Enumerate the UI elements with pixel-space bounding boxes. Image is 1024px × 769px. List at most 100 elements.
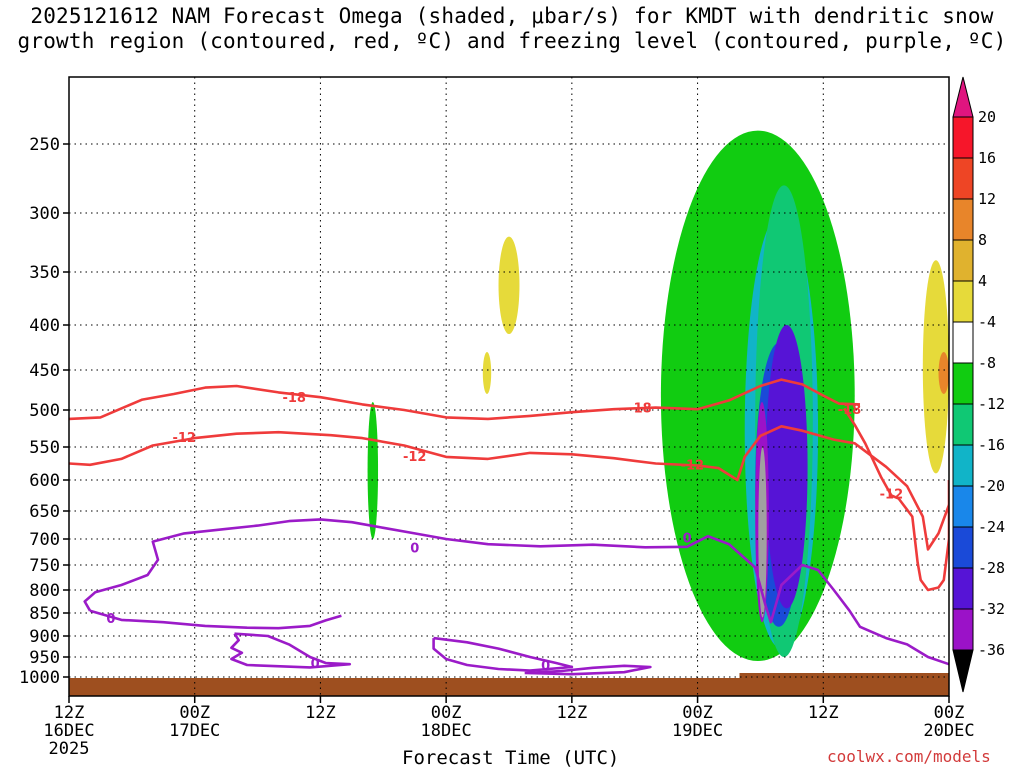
contour-label: -18 — [628, 401, 652, 416]
colorbar-box — [952, 608, 974, 651]
contour-label: -12 — [880, 487, 904, 502]
x-tick-label: 00Z — [682, 703, 713, 723]
y-tick-label: 400 — [29, 316, 60, 336]
contour-line — [83, 518, 949, 666]
colorbar-box — [952, 321, 974, 364]
colorbar-label: -4 — [978, 313, 996, 331]
colorbar-box — [952, 567, 974, 610]
omega-shading — [367, 130, 949, 661]
contour-label: 0 — [541, 659, 550, 674]
x-tick-label: 12Z — [54, 703, 85, 723]
chart-title-line-2: growth region (contoured, red, ºC) and f… — [17, 29, 1007, 53]
colorbar-label: -24 — [978, 518, 1005, 536]
colorbar-label: -32 — [978, 600, 1005, 618]
y-tick-label: 450 — [29, 361, 60, 381]
y-tick-label: 650 — [29, 502, 60, 522]
surface-terrain — [69, 673, 949, 696]
contour-line — [69, 378, 861, 421]
omega-region — [938, 352, 949, 394]
x-tick-label: 20DEC — [923, 721, 974, 741]
colorbar-label: 16 — [978, 149, 996, 167]
contour-line — [843, 407, 949, 592]
y-tick-label: 750 — [29, 556, 60, 576]
colorbar-label: 4 — [978, 272, 987, 290]
omega-region — [498, 236, 520, 334]
omega-region — [758, 447, 767, 618]
contour-label: 0 — [106, 612, 115, 627]
x-tick-label: 12Z — [305, 703, 336, 723]
colorbar-label: -16 — [978, 436, 1005, 454]
colorbar-label: -8 — [978, 354, 996, 372]
chart-title: 2025121612 NAM Forecast Omega (shaded, μ… — [0, 4, 1024, 54]
colorbar-box — [952, 444, 974, 487]
omega-region — [765, 325, 808, 609]
contour-label: -12 — [681, 458, 705, 473]
y-tick-label: 850 — [29, 604, 60, 624]
contour-line — [89, 609, 342, 630]
colorbar-box — [952, 157, 974, 200]
colorbar-label: 12 — [978, 190, 996, 208]
y-tick-label: 550 — [29, 438, 60, 458]
colorbar-label: 8 — [978, 231, 987, 249]
grid — [69, 77, 949, 696]
omega-region — [367, 402, 379, 539]
contour-line — [230, 632, 352, 669]
y-tick-label: 600 — [29, 471, 60, 491]
colorbar-box — [952, 526, 974, 569]
colorbar-top-arrow — [952, 76, 974, 118]
colorbar-label: -20 — [978, 477, 1005, 495]
x-tick-label: 18DEC — [421, 721, 472, 741]
colorbar-bottom-arrow — [952, 649, 974, 693]
y-tick-label: 250 — [29, 135, 60, 155]
colorbar-box — [952, 116, 974, 159]
contour-labels: -18 -18 -18 -12 -12 -12 -12 0 0 0 0 0 — [106, 391, 903, 674]
x-tick-label: 00Z — [934, 703, 965, 723]
terrain-band — [69, 678, 949, 696]
omega-region — [922, 260, 949, 474]
chart-title-line-1: 2025121612 NAM Forecast Omega (shaded, μ… — [30, 4, 994, 28]
colorbar-box — [952, 280, 974, 323]
colorbar-box — [952, 239, 974, 282]
plot-frame — [68, 76, 950, 697]
credit-text: coolwx.com/models — [827, 747, 991, 766]
terrain-ridge — [739, 673, 949, 679]
x-tick-label: 00Z — [431, 703, 462, 723]
x-tick-label: 12Z — [808, 703, 839, 723]
contours — [69, 378, 949, 676]
contour-line — [69, 425, 949, 551]
x-tick-label: 19DEC — [672, 721, 723, 741]
colorbar-box — [952, 362, 974, 405]
x-tick-label: 17DEC — [169, 721, 220, 741]
y-tick-label: 350 — [29, 263, 60, 283]
contour-label: 0 — [311, 657, 320, 672]
x-axis-label: Forecast Time (UTC) — [402, 747, 620, 769]
contour-line — [432, 636, 574, 672]
contour-label: -12 — [403, 450, 427, 465]
colorbar-box — [952, 403, 974, 446]
y-tick-label: 700 — [29, 530, 60, 550]
y-tick-label: 1000 — [19, 668, 60, 688]
x-tick-label: 2025 — [49, 739, 90, 759]
colorbar: 20 16 12 8 4 -4 -8 -12 -16 -20 -24 -28 -32 -36 — [952, 76, 1005, 693]
colorbar-label: -28 — [978, 559, 1005, 577]
contour-line — [524, 664, 652, 676]
colorbar-box — [952, 198, 974, 241]
contour-label: -18 — [282, 391, 306, 406]
contour-label: 0 — [410, 541, 419, 556]
y-tick-label: 300 — [29, 204, 60, 224]
y-tick-label: 950 — [29, 648, 60, 668]
colorbar-label: 20 — [978, 108, 996, 126]
y-tick-label: 500 — [29, 401, 60, 421]
y-tick-label: 800 — [29, 581, 60, 601]
colorbar-label: -12 — [978, 395, 1005, 413]
colorbar-box — [952, 485, 974, 528]
y-tick-label: 900 — [29, 627, 60, 647]
contour-label: -12 — [172, 431, 196, 446]
omega-region — [482, 352, 492, 394]
colorbar-label: -36 — [978, 641, 1005, 659]
x-tick-label: 00Z — [179, 703, 210, 723]
contour-label: -18 — [838, 403, 862, 418]
